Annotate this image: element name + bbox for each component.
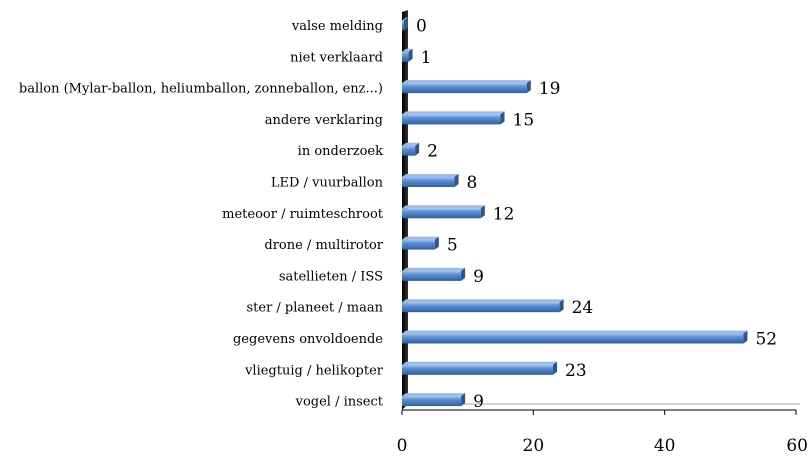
x-tick-label: 60: [786, 436, 808, 456]
bar-end-cap: [480, 205, 485, 219]
value-label: 9: [473, 392, 484, 412]
bar: [402, 48, 413, 62]
value-label: 19: [539, 79, 561, 99]
bar: [402, 80, 531, 94]
bar-front-face: [402, 20, 404, 31]
bar-front-face: [402, 83, 527, 94]
bar-top-face: [402, 48, 413, 52]
bar: [402, 236, 439, 250]
bar-top-face: [402, 111, 505, 115]
bar-top-face: [402, 267, 466, 271]
x-tick-label: 0: [397, 436, 408, 456]
x-tick-label: 20: [523, 436, 545, 456]
bar: [402, 299, 564, 313]
bar-end-cap: [415, 142, 420, 156]
bar-end-cap: [434, 236, 439, 250]
bar-front-face: [402, 51, 409, 62]
bar-top-face: [402, 142, 420, 146]
bar-end-cap: [743, 330, 748, 344]
bar-top-face: [402, 299, 564, 303]
bar-end-cap: [404, 17, 408, 31]
bar-end-cap: [408, 48, 413, 62]
value-label: 52: [755, 330, 777, 350]
bar-top-face: [402, 236, 439, 240]
category-label: drone / multirotor: [264, 238, 383, 253]
bar: [402, 205, 485, 219]
bar-front-face: [402, 239, 435, 250]
bar: [402, 393, 466, 407]
bar-end-cap: [461, 267, 466, 281]
bar-top-face: [402, 330, 748, 334]
value-label: 9: [473, 267, 484, 287]
category-label: meteoor / ruimteschroot: [222, 207, 384, 222]
category-label: gegevens onvoldoende: [233, 332, 383, 347]
bar: [402, 361, 558, 375]
value-label: 5: [447, 236, 458, 256]
bar-front-face: [402, 145, 416, 156]
x-axis-ticks: 0 20 40 60: [397, 410, 808, 456]
x-tick-label: 40: [654, 436, 676, 456]
bar-end-cap: [454, 174, 459, 187]
value-label: 8: [467, 173, 478, 193]
category-label: in onderzoek: [298, 144, 383, 159]
bar: [402, 174, 459, 187]
value-label: 15: [513, 110, 535, 130]
bar-top-face: [402, 205, 485, 209]
bar-top-face: [402, 393, 466, 397]
category-label: satellieten / ISS: [279, 269, 383, 284]
bar: [402, 17, 408, 31]
category-label: LED / vuurballon: [271, 176, 384, 191]
bar-top-face: [402, 17, 408, 21]
value-label: 2: [427, 142, 438, 162]
value-label: 12: [493, 204, 515, 224]
bar-front-face: [402, 333, 744, 344]
category-label: andere verklaring: [265, 113, 383, 128]
bar: [402, 111, 505, 125]
value-label: 24: [572, 298, 594, 318]
bar-front-face: [402, 270, 462, 281]
bar-front-face: [402, 114, 501, 125]
category-label: vogel / insect: [295, 395, 384, 410]
value-label: 23: [565, 361, 587, 381]
bar-front-face: [402, 396, 462, 407]
value-label: 1: [421, 48, 432, 68]
bar: [402, 330, 748, 344]
bar-end-cap: [461, 393, 466, 407]
bar-top-face: [402, 80, 531, 84]
category-label: ballon (Mylar-ballon, heliumballon, zonn…: [19, 82, 383, 97]
bar-end-cap: [526, 80, 531, 94]
category-label: ster / planeet / maan: [246, 301, 383, 316]
bar-end-cap: [500, 111, 505, 125]
bar: [402, 142, 420, 156]
bar-top-face: [402, 361, 558, 365]
category-label: vliegtuig / helikopter: [244, 363, 384, 378]
bar-end-cap: [559, 299, 564, 313]
category-label: valse melding: [291, 19, 383, 34]
bar-front-face: [402, 177, 455, 187]
bars: [402, 17, 748, 407]
bar-end-cap: [553, 361, 558, 375]
category-label: niet verklaard: [290, 50, 383, 65]
bar-front-face: [402, 302, 560, 313]
bar-top-face: [402, 174, 459, 177]
bar-front-face: [402, 208, 481, 219]
bar: [402, 267, 466, 281]
bar-front-face: [402, 364, 554, 375]
category-labels: valse melding niet verklaard ballon (Mylar…: [19, 19, 384, 410]
value-label: 0: [416, 17, 427, 37]
